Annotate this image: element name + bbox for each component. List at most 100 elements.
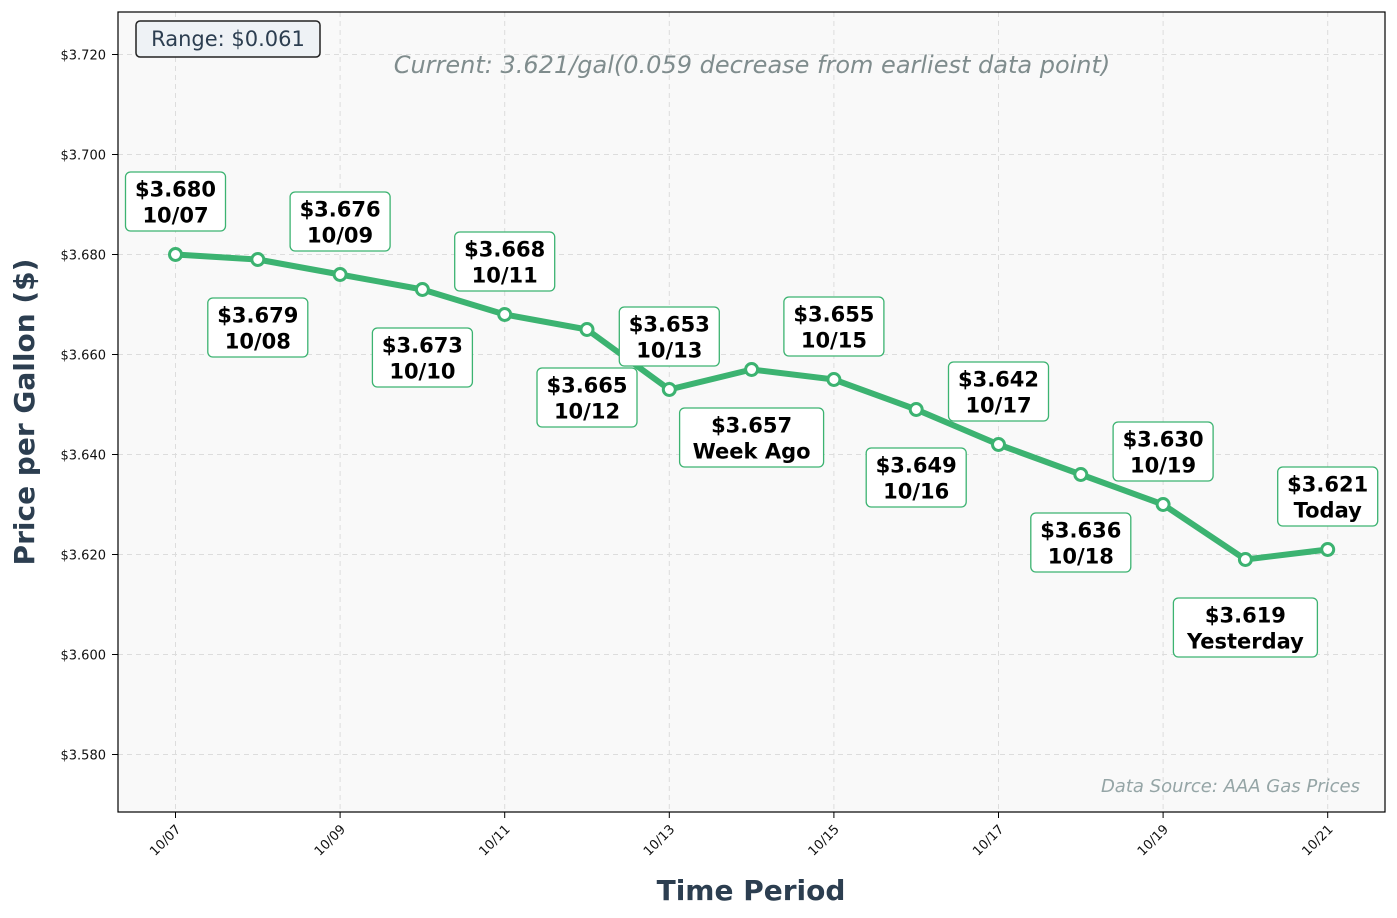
data-label-price: $3.642 [958,368,1039,392]
data-label-name: Week Ago [693,440,811,464]
data-point-marker [826,372,842,387]
data-label-box [207,297,309,358]
y-tick-label: $3.640 [61,449,107,464]
x-tick-label: 10/17 [970,822,1007,859]
data-point-marker [1320,542,1336,557]
data-point-marker [908,402,924,417]
data-point-marker [414,282,430,297]
data-label-price: $3.653 [629,313,710,337]
data-label-box [536,367,638,428]
data-label-price: $3.668 [464,238,545,262]
y-tick-label: $3.680 [61,249,107,264]
data-label-name: 10/10 [389,360,455,384]
data-label-box [1030,512,1132,573]
data-label-box [618,306,720,367]
data-label-price: $3.621 [1287,473,1368,497]
data-label-name: 10/11 [472,264,538,288]
data-point-markers [168,247,1336,567]
data-label-name: 10/12 [554,400,620,424]
x-tick-label: 10/21 [1299,822,1336,859]
data-point-annotations: $3.68010/07$3.67910/08$3.67610/09$3.6731… [124,171,1379,658]
y-tick-label: $3.620 [61,549,107,564]
data-label-box [124,171,227,232]
data-label-name: Today [1294,499,1363,523]
data-label-name: Yesterday [1186,630,1304,654]
data-source-label: Data Source: AAA Gas Prices [1101,776,1360,797]
data-label-name: 10/08 [225,330,291,354]
grid-lines [118,12,1385,812]
x-tick-label: 10/19 [1135,822,1172,859]
x-tick-label: 10/07 [147,822,184,859]
data-point-marker [579,322,595,337]
x-axis-ticks: 10/07 10/09 10/11 10/13 10/15 10/17 10/19 10/21 [147,812,1337,859]
plot-frame [117,11,1386,813]
y-tick-label: $3.720 [61,49,107,64]
data-label-name: 10/07 [142,204,208,228]
y-tick-label: $3.700 [61,149,107,164]
data-label-price: $3.655 [793,303,874,327]
data-label-name: 10/15 [801,329,867,353]
data-label-name: 10/16 [883,480,949,504]
data-label-price: $3.665 [546,374,627,398]
data-point-marker [1155,497,1171,512]
data-point-marker [1073,467,1089,482]
x-tick-label: 10/11 [476,822,513,859]
data-point-marker [332,267,348,282]
data-label-price: $3.673 [382,334,463,358]
data-label-box [947,361,1050,422]
data-label-price: $3.676 [300,198,381,222]
data-label-box [783,296,885,357]
data-label-name: 10/18 [1048,545,1114,569]
data-label-price: $3.649 [876,454,957,478]
data-label-box [1112,421,1214,482]
y-tick-label: $3.600 [61,649,107,664]
data-label-box [678,407,825,468]
data-point-marker [1237,552,1253,567]
x-axis-title: Time Period [657,874,846,907]
data-label-name: 10/13 [636,339,702,363]
data-label-price: $3.630 [1123,428,1204,452]
y-tick-label: $3.660 [61,349,107,364]
data-label-price: $3.679 [217,304,298,328]
data-label-price: $3.619 [1205,604,1286,628]
data-label-price: $3.680 [135,178,216,202]
data-point-marker [991,437,1006,452]
data-label-box [1277,466,1379,527]
x-tick-label: 10/13 [641,822,678,859]
data-label-name: 10/19 [1130,454,1196,478]
x-tick-label: 10/15 [806,822,843,859]
data-point-marker [250,252,266,267]
data-label-price: $3.657 [711,414,792,438]
data-label-box [1172,597,1319,658]
x-tick-label: 10/09 [312,822,349,859]
y-axis-ticks: $3.580 $3.600 $3.620 $3.640 $3.660 $3.680 $3.7… [61,49,118,764]
range-label: Range: $0.061 [151,27,305,51]
data-point-marker [168,247,183,262]
range-box: Range: $0.061 [135,20,321,58]
data-label-name: 10/09 [307,224,373,248]
data-label-name: 10/17 [965,394,1031,418]
data-point-marker [497,307,513,322]
y-tick-label: $3.580 [61,749,107,764]
data-label-price: $3.636 [1040,519,1121,543]
data-point-marker [661,382,677,397]
data-label-box [371,327,474,388]
data-point-marker [744,362,760,377]
data-label-box [454,231,556,292]
